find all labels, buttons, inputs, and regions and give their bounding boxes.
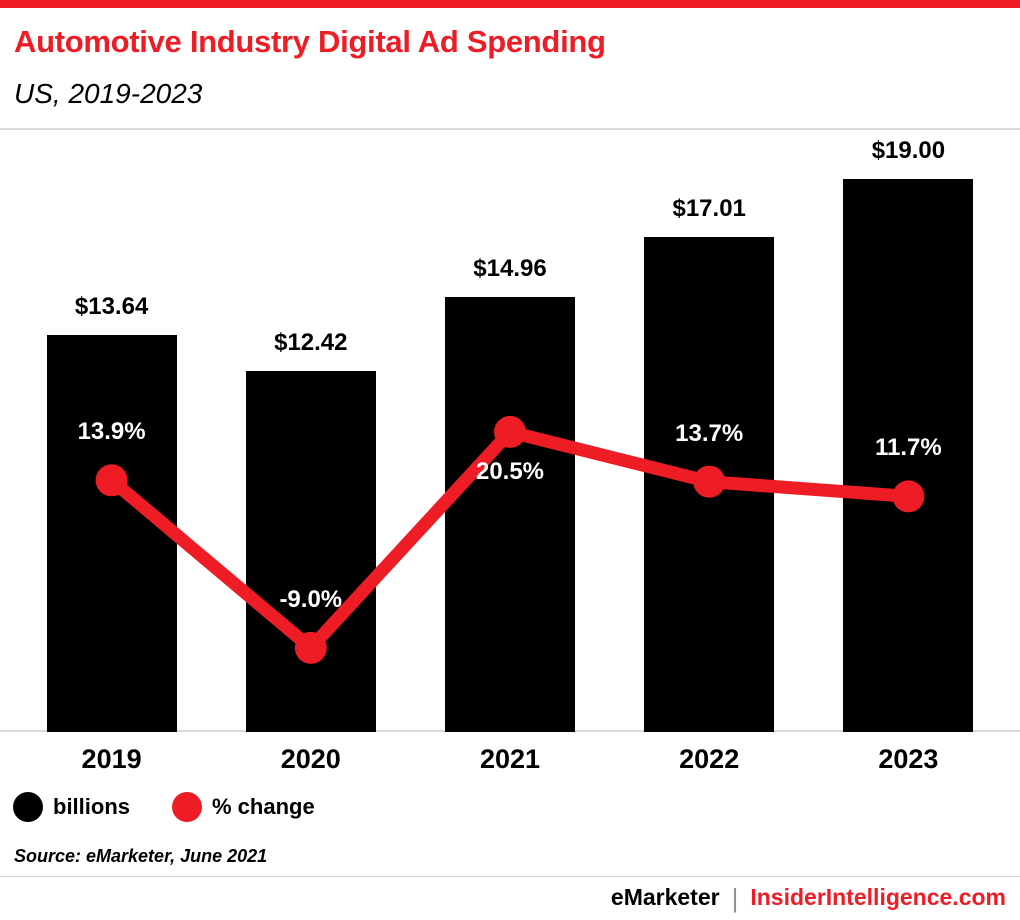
chart-title: Automotive Industry Digital Ad Spending	[14, 24, 606, 59]
pct-change-line-layer	[95, 415, 925, 664]
line-marker-2022	[693, 465, 726, 498]
x-axis-label-2022: 2022	[679, 744, 740, 774]
bar-2019	[46, 335, 177, 732]
bar-value-label-2019: $13.64	[74, 293, 149, 321]
pct-label-2021: 20.5%	[475, 457, 545, 485]
legend: billions % change	[13, 792, 315, 822]
bar-value-label-2022: $17.01	[672, 195, 746, 222]
bar-2020	[245, 370, 376, 732]
bar-value-label-2020: $12.42	[274, 328, 348, 356]
legend-swatch-icon	[172, 792, 202, 822]
legend-label: % change	[212, 794, 315, 819]
x-axis-label-2020: 2020	[280, 744, 341, 774]
line-marker-2021	[494, 415, 526, 448]
x-axis-label-2021: 2021	[479, 744, 541, 774]
footer-divider	[0, 876, 1020, 877]
legend-item---change: % change	[172, 792, 315, 822]
legend-item-billions: billions	[13, 792, 130, 822]
footer-brand: eMarketer	[610, 884, 720, 910]
bar-line-chart: $13.64 2019 $12.42 2020 $14.96 2021 $17.01 2022…	[0, 130, 1020, 774]
footer: eMarketer | InsiderIntelligence.com	[611, 884, 1006, 911]
footer-site-link[interactable]: InsiderIntelligence.com	[750, 884, 1006, 910]
source-note: Source: eMarketer, June 2021	[14, 846, 268, 866]
line-marker-2019	[95, 464, 128, 497]
pct-label-2023: 11.7%	[875, 434, 942, 462]
line-marker-2020	[294, 631, 327, 664]
x-axis-label-2023: 2023	[878, 744, 939, 774]
bar-value-label-2021: $14.96	[473, 254, 547, 282]
chart-subtitle: US, 2019-2023	[14, 78, 203, 109]
brand-accent-bar	[0, 0, 1020, 8]
bar-2021	[445, 296, 575, 732]
legend-swatch-icon	[13, 792, 43, 822]
pct-label-2022: 13.7%	[675, 419, 744, 447]
bar-value-label-2023: $19.00	[871, 137, 946, 165]
legend-label: billions	[53, 794, 130, 819]
pct-label-2019: 13.9%	[77, 418, 146, 446]
x-axis-label-2019: 2019	[81, 744, 142, 774]
line-marker-2023	[892, 480, 925, 513]
pct-label-2020: -9.0%	[279, 585, 343, 613]
bar-2023	[843, 179, 974, 732]
footer-separator: |	[731, 882, 739, 913]
header-divider	[0, 128, 1020, 130]
